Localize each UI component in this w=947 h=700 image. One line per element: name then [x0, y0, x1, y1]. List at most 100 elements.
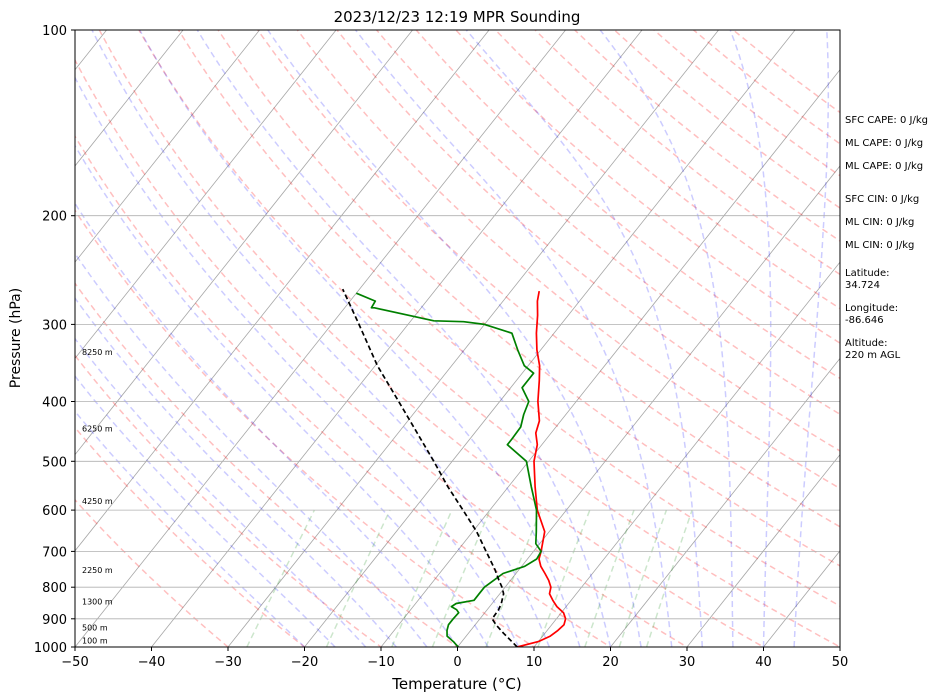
- isotherm-line: [610, 357, 840, 647]
- height-label: 500 m: [82, 624, 108, 633]
- dry-adiabat-line: [75, 426, 306, 647]
- x-axis-ticks: −50 −40 −30 −20 −10 0 10 20 30 40 50: [61, 647, 848, 670]
- mixing-ratio-line: [325, 509, 391, 647]
- isotherm-line: [75, 30, 337, 360]
- info-panel-line: Longitude: -86.646: [845, 303, 899, 326]
- pressure-gridlines: [75, 29, 840, 648]
- mixing-ratio-line: [485, 509, 542, 647]
- y-tick-label: 800: [42, 581, 67, 596]
- dry-adiabat-line: [217, 30, 840, 567]
- dry-adiabat-line: [415, 30, 840, 380]
- x-tick-label: 10: [526, 655, 543, 670]
- y-tick-label: 100: [42, 24, 67, 39]
- info-panel-line: Latitude: 34.724: [845, 268, 890, 291]
- x-axis-label: Temperature (°C): [391, 675, 521, 693]
- moist-adiabat-line: [75, 410, 306, 647]
- info-panel-line: ML CIN: 0 J/kg: [845, 240, 915, 251]
- isotherm-line: [457, 165, 840, 647]
- info-panel-line: ML CIN: 0 J/kg: [845, 217, 915, 228]
- moist-adiabat-line: [75, 296, 397, 647]
- dry-adiabat-line: [75, 498, 230, 647]
- x-tick-label: 20: [602, 655, 619, 670]
- isotherm-line: [75, 30, 490, 552]
- isotherm-line: [533, 261, 840, 647]
- x-tick-label: 50: [832, 655, 849, 670]
- isotherm-line: [839, 646, 840, 647]
- moist-adiabat-line: [793, 30, 830, 647]
- y-tick-label: 900: [42, 613, 67, 628]
- isotherm-line: [906, 2, 947, 660]
- sounding-traces: [341, 288, 567, 647]
- dry-adiabat-line: [494, 30, 840, 310]
- dry-adiabat-line: [75, 209, 536, 647]
- dry-adiabat-line: [75, 282, 459, 647]
- y-tick-label: 600: [42, 504, 67, 519]
- moist-adiabat-line: [75, 76, 520, 647]
- isotherm-line: [380, 69, 840, 647]
- isotherm-line: [304, 30, 796, 647]
- y-tick-label: 300: [42, 318, 67, 333]
- moist-adiabat-line: [267, 30, 642, 647]
- x-tick-label: 40: [755, 655, 772, 670]
- dry-adiabat-line: [534, 30, 840, 276]
- mixing-ratio-line: [537, 509, 591, 647]
- y-tick-label: 1000: [34, 641, 67, 656]
- dry-adiabat-line: [573, 30, 840, 242]
- isotherm-line: [75, 30, 567, 647]
- dry-adiabat-line: [296, 30, 840, 490]
- x-tick-label: −20: [291, 655, 318, 670]
- y-tick-label: 400: [42, 396, 67, 411]
- dry-adiabat-line: [98, 30, 766, 647]
- x-tick-label: 0: [453, 655, 461, 670]
- dry-adiabat-line: [138, 30, 840, 647]
- isotherm-line: [227, 30, 720, 647]
- x-tick-label: −30: [214, 655, 241, 670]
- mixing-ratio-line: [246, 509, 316, 647]
- parcel-trace: [341, 288, 518, 647]
- isotherm-line: [151, 30, 643, 647]
- info-panel-line: SFC CAPE: 0 J/kg: [845, 115, 928, 126]
- info-panel-line: SFC CIN: 0 J/kg: [845, 194, 920, 205]
- y-tick-label: 200: [42, 210, 67, 225]
- x-tick-label: −10: [367, 655, 394, 670]
- dry-adiabat-line: [75, 58, 689, 647]
- y-axis-label: Pressure (hPa): [8, 288, 24, 388]
- background-lines: [75, 2, 947, 660]
- moist-adiabat-line: [729, 30, 772, 647]
- height-label: 6250 m: [82, 424, 113, 433]
- isotherm-line: [75, 30, 184, 167]
- isotherm-line: [686, 453, 840, 647]
- height-label: 4250 m: [82, 497, 113, 506]
- dry-adiabat-line: [177, 30, 840, 607]
- height-label: 8250 m: [82, 348, 113, 357]
- moist-adiabat-line: [91, 30, 551, 647]
- dry-adiabat-line: [375, 30, 840, 416]
- moist-adiabat-line: [196, 30, 612, 647]
- height-label: 2250 m: [82, 566, 113, 575]
- moist-adiabat-line: [599, 30, 734, 647]
- moist-adiabat-line: [75, 337, 367, 647]
- y-tick-label: 500: [42, 455, 67, 470]
- isotherm-line: [75, 30, 414, 456]
- x-tick-label: −50: [61, 655, 88, 670]
- dry-adiabat-line: [692, 30, 840, 145]
- height-label: 1300 m: [82, 597, 113, 606]
- plot-frame: [74, 29, 841, 648]
- dry-adiabat-line: [256, 30, 840, 528]
- info-panel-line: ML CAPE: 0 J/kg: [845, 138, 924, 149]
- chart-title: 2023/12/23 12:19 MPR Sounding: [334, 8, 581, 26]
- moist-adiabat-line: [75, 374, 336, 647]
- dry-adiabat-line: [75, 354, 383, 647]
- moist-adiabat-line: [355, 30, 673, 647]
- y-tick-label: 700: [42, 545, 67, 560]
- isotherm-line: [763, 550, 840, 647]
- isotherm-line: [75, 30, 261, 263]
- info-panel-line: Altitude: 220 m AGL: [845, 338, 901, 361]
- moist-adiabat-line: [465, 30, 704, 647]
- dry-adiabat-line: [75, 134, 612, 647]
- y-axis-ticks: 100 200 300 400 500 600 700 800 900 1000: [34, 24, 75, 656]
- x-tick-label: −40: [138, 655, 165, 670]
- dewpoint-trace: [355, 292, 542, 647]
- dry-adiabat-line: [336, 30, 840, 452]
